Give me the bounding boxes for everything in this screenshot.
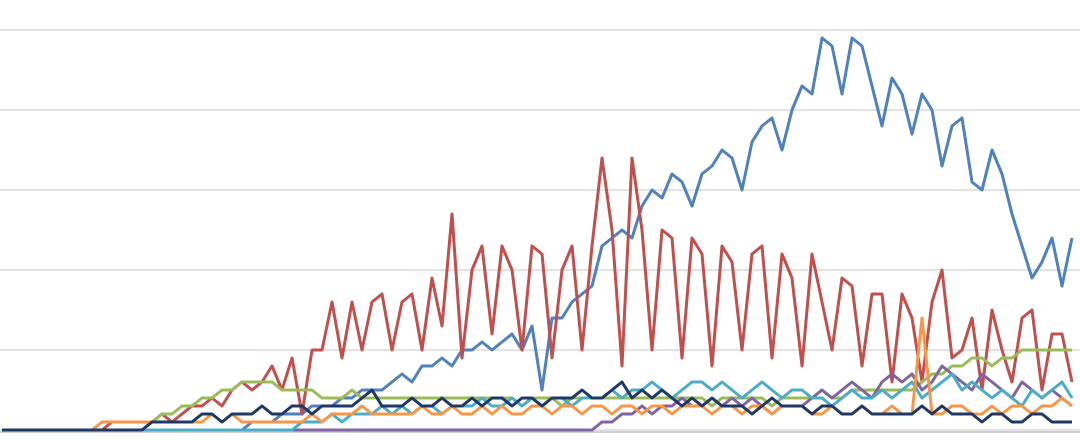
series-line <box>2 380 1072 432</box>
series-line <box>2 36 1074 432</box>
series-line <box>2 156 1074 432</box>
series-line <box>2 348 1072 432</box>
